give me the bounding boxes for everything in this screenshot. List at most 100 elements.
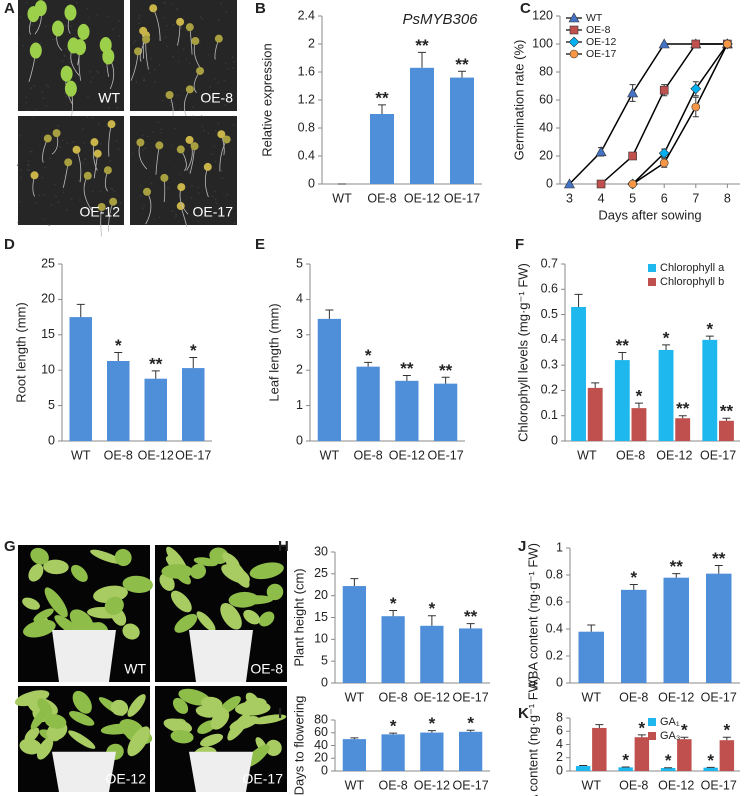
- texture: [170, 2, 173, 5]
- leaf: [104, 596, 124, 615]
- y-tick-label: 0: [48, 433, 55, 447]
- leaf: [265, 739, 282, 757]
- y-tick-label: 5: [48, 398, 55, 412]
- texture: [118, 20, 121, 22]
- x-tick-label: WT: [345, 690, 365, 704]
- x-tick-label: OE-17: [701, 778, 737, 792]
- texture: [166, 24, 168, 27]
- y-tick-label: 0.6: [546, 594, 563, 608]
- y-tick-label: 80: [314, 712, 328, 726]
- significance: *: [115, 336, 122, 355]
- legend-label: OE-12: [586, 36, 617, 48]
- texture: [153, 218, 156, 220]
- y-tick-label: 0.2: [541, 383, 558, 397]
- texture: [86, 7, 89, 10]
- texture: [18, 200, 21, 203]
- texture: [209, 86, 212, 88]
- texture: [179, 173, 182, 176]
- chart: C 0 20 40 60 80 100 120 Germination rate (%) 3 4 5 6…: [511, 0, 740, 222]
- texture: [181, 27, 183, 29]
- texture: [213, 77, 216, 80]
- bar: [381, 616, 405, 683]
- photo: WT: [17, 0, 124, 124]
- marker: [563, 178, 575, 189]
- error-bar: [378, 104, 386, 114]
- photo: OE-8: [155, 545, 287, 682]
- y-tick-label: 0.3: [541, 357, 558, 371]
- texture: [26, 109, 29, 111]
- y-tick-label: 80: [539, 64, 553, 78]
- y-tick-label: 0: [321, 675, 328, 689]
- marker: [568, 12, 580, 23]
- texture: [143, 204, 146, 206]
- texture: [213, 145, 215, 148]
- x-tick-label: 7: [692, 191, 699, 205]
- photo-label: OE-12: [80, 204, 121, 220]
- x-tick-label: OE-12: [658, 690, 694, 704]
- texture: [214, 160, 217, 163]
- photo-label: OE-17: [243, 771, 284, 787]
- texture: [176, 8, 179, 11]
- texture: [69, 61, 71, 64]
- seedling: [109, 197, 118, 206]
- texture: [150, 57, 153, 60]
- y-tick-label: 2: [556, 750, 563, 764]
- texture: [171, 210, 174, 213]
- texture: [197, 220, 199, 223]
- texture: [28, 169, 31, 171]
- seedling: [190, 142, 199, 151]
- y-tick-label: 0.4: [541, 332, 558, 346]
- texture: [78, 199, 81, 201]
- y-tick-label: 0: [321, 763, 328, 777]
- marker: [690, 83, 702, 95]
- y-tick-label: 60: [539, 92, 553, 106]
- bar: [658, 349, 674, 441]
- y-tick-label: 0: [556, 675, 563, 689]
- significance: **: [455, 55, 469, 74]
- panel-letter: F: [515, 236, 524, 253]
- x-tick-label: 3: [566, 191, 573, 205]
- texture: [119, 202, 122, 204]
- significance: *: [681, 721, 688, 740]
- seedling: [160, 173, 169, 182]
- texture: [198, 42, 201, 45]
- bar: [660, 768, 676, 771]
- texture: [224, 62, 227, 64]
- y-tick-label: 0: [308, 176, 315, 190]
- significance: *: [707, 751, 714, 770]
- texture: [99, 190, 102, 193]
- error-bar: [591, 382, 600, 388]
- x-tick-label: OE-8: [619, 778, 648, 792]
- y-tick-label: 15: [41, 327, 55, 341]
- significance: **: [149, 354, 163, 373]
- texture: [141, 207, 144, 209]
- x-tick-label: WT: [320, 448, 340, 462]
- leaf: [90, 549, 122, 564]
- significance: *: [190, 341, 197, 360]
- texture: [201, 17, 204, 20]
- bar: [420, 625, 444, 683]
- texture: [179, 109, 181, 111]
- error-bar: [427, 730, 436, 733]
- significance: **: [400, 359, 414, 378]
- texture: [172, 23, 175, 26]
- photo-label: OE-8: [250, 661, 283, 677]
- marker: [691, 39, 701, 49]
- seedling: [77, 23, 90, 40]
- seedling: [103, 166, 112, 175]
- texture: [45, 84, 48, 86]
- leaf: [33, 608, 54, 622]
- annotation: PsMYB306: [402, 11, 478, 28]
- leaf: [170, 590, 192, 613]
- texture: [183, 160, 186, 162]
- texture: [72, 141, 74, 143]
- texture: [139, 184, 142, 187]
- leaf: [209, 547, 229, 564]
- seedling: [191, 36, 200, 45]
- bar: [663, 577, 689, 683]
- texture: [233, 222, 236, 225]
- texture: [89, 81, 92, 83]
- texture: [31, 24, 34, 26]
